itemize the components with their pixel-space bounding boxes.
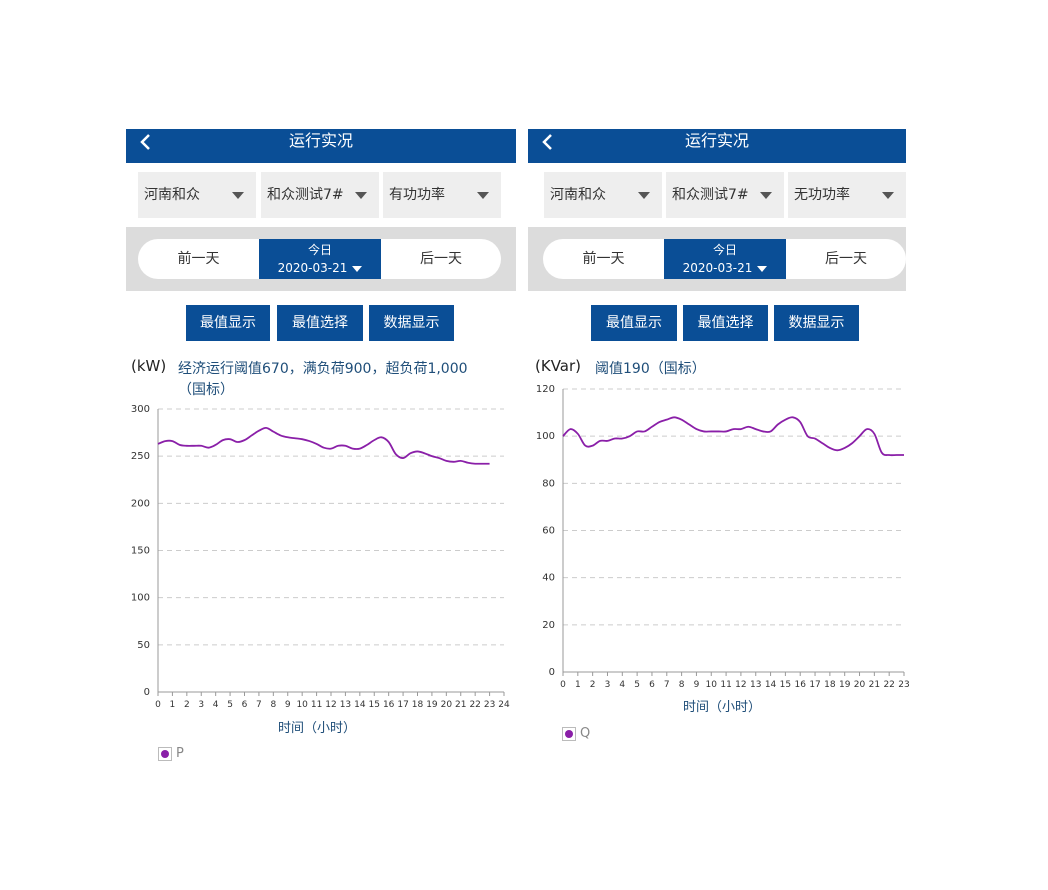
x-tick-label: 5 [634,680,640,690]
x-tick-label: 20 [854,680,866,690]
panel-active-power: 运行实况 河南和众 和众测试7# 有功功率 前一天 今日 2020-03-21 … [126,129,516,769]
y-tick-label: 40 [542,573,555,584]
x-tick-label: 22 [469,700,480,710]
y-tick-label: 0 [549,667,555,678]
x-tick-label: 3 [198,700,204,710]
y-tick-label: 80 [542,478,555,489]
y-tick-label: 100 [131,593,150,604]
x-axis-label: 时间（小时） [278,717,356,736]
x-tick-label: 0 [155,700,161,710]
x-tick-label: 11 [720,680,731,690]
x-tick-label: 8 [270,700,276,710]
x-tick-label: 21 [869,680,880,690]
x-tick-label: 14 [354,700,366,710]
x-tick-label: 0 [560,680,566,690]
x-tick-label: 1 [575,680,581,690]
y-tick-label: 60 [542,526,555,537]
x-tick-label: 2 [590,680,596,690]
x-tick-label: 9 [694,680,700,690]
legend[interactable]: Q [562,726,590,741]
y-tick-label: 50 [137,640,150,651]
x-tick-label: 12 [735,680,746,690]
panel-reactive-power: 运行实况 河南和众 和众测试7# 无功功率 前一天 今日 2020-03-21 … [528,129,906,769]
y-tick-label: 0 [144,687,150,698]
legend[interactable]: P [158,746,184,761]
y-tick-label: 250 [131,451,150,462]
x-tick-label: 6 [649,680,655,690]
x-tick-label: 17 [397,700,408,710]
x-tick-label: 11 [311,700,322,710]
y-tick-label: 100 [536,431,555,442]
x-tick-label: 5 [227,700,233,710]
x-tick-label: 15 [369,700,380,710]
x-tick-label: 18 [824,680,836,690]
x-tick-label: 21 [455,700,466,710]
x-tick-label: 13 [750,680,761,690]
y-tick-label: 20 [542,620,555,631]
x-tick-label: 18 [412,700,424,710]
x-tick-label: 24 [498,700,510,710]
x-tick-label: 17 [809,680,820,690]
x-tick-label: 14 [765,680,777,690]
y-tick-label: 120 [536,384,555,395]
x-tick-label: 15 [780,680,791,690]
x-tick-label: 4 [619,680,625,690]
x-tick-label: 19 [839,680,851,690]
x-tick-label: 20 [441,700,453,710]
x-tick-label: 10 [706,680,718,690]
x-tick-label: 12 [325,700,336,710]
x-tick-label: 10 [296,700,308,710]
x-tick-label: 1 [170,700,176,710]
y-tick-label: 200 [131,498,150,509]
x-tick-label: 16 [794,680,806,690]
x-tick-label: 7 [664,680,670,690]
x-tick-label: 23 [484,700,495,710]
legend-label: P [176,746,184,761]
y-tick-label: 150 [131,546,150,557]
x-tick-label: 6 [242,700,248,710]
x-tick-label: 22 [883,680,894,690]
x-tick-label: 3 [605,680,611,690]
x-tick-label: 13 [340,700,351,710]
legend-label: Q [580,726,590,741]
x-tick-label: 2 [184,700,190,710]
x-tick-label: 8 [679,680,685,690]
x-tick-label: 9 [285,700,291,710]
legend-marker-icon [158,747,172,761]
x-tick-label: 7 [256,700,262,710]
x-axis-label: 时间（小时） [683,696,761,715]
x-tick-label: 4 [213,700,219,710]
x-tick-label: 19 [426,700,438,710]
legend-marker-icon [562,727,576,741]
series-line-P [158,428,490,464]
x-tick-label: 16 [383,700,395,710]
y-tick-label: 300 [131,404,150,415]
x-tick-label: 23 [898,680,909,690]
